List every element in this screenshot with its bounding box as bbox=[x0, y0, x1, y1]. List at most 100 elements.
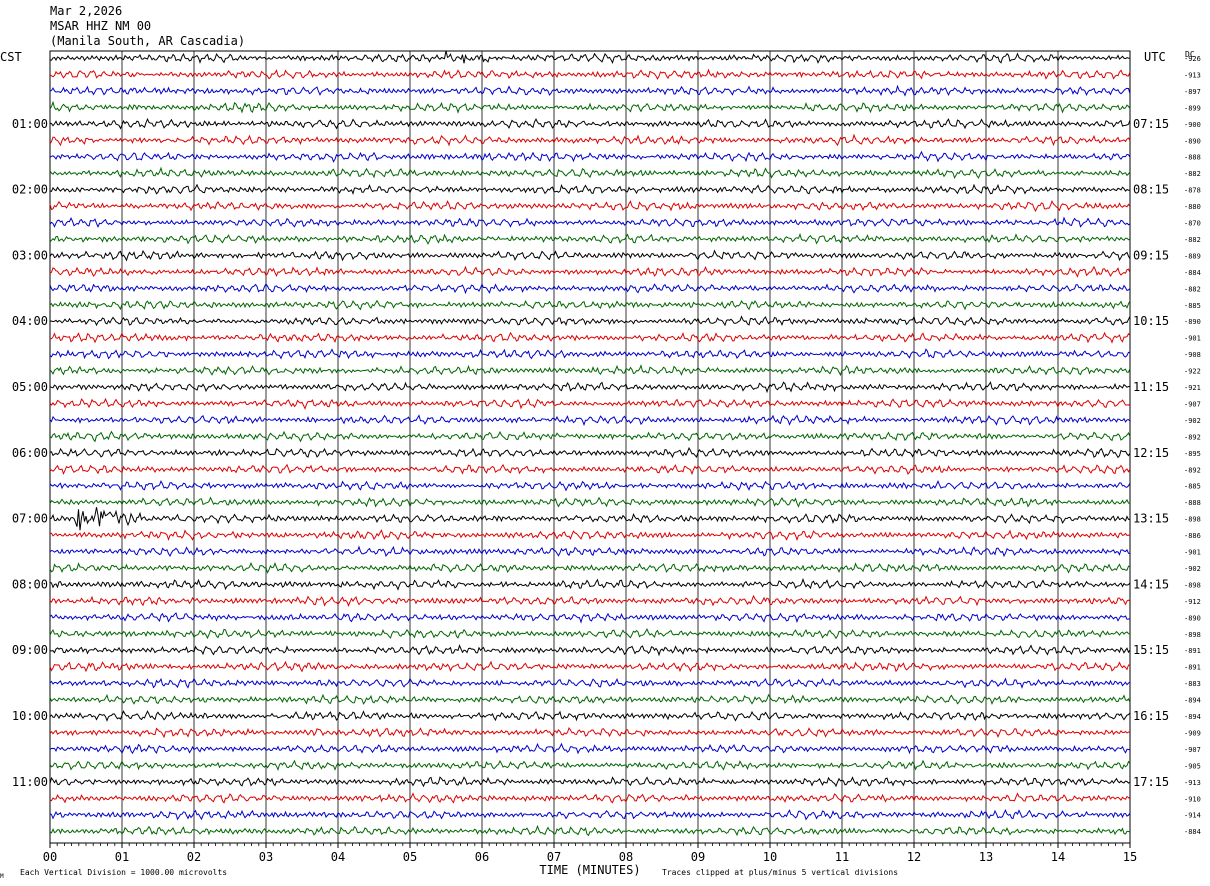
x-tick-label: 01 bbox=[115, 850, 129, 864]
clip-note: Traces clipped at plus/minus 5 vertical … bbox=[662, 868, 898, 877]
dc-offset-label: -921 bbox=[1184, 384, 1201, 392]
dc-offset-label: -892 bbox=[1184, 466, 1201, 474]
x-tick-label: 09 bbox=[691, 850, 705, 864]
plot-frame bbox=[49, 50, 1131, 844]
dc-offset-label: -880 bbox=[1184, 203, 1201, 211]
trace-line bbox=[49, 507, 1130, 531]
trace-line bbox=[49, 809, 1131, 821]
trace-line bbox=[49, 414, 1131, 427]
dc-offset-label: -899 bbox=[1184, 104, 1201, 112]
trace-line bbox=[49, 577, 1131, 591]
trace-line bbox=[49, 479, 1131, 492]
right-timezone-label: UTC bbox=[1144, 50, 1166, 64]
trace-line bbox=[49, 496, 1130, 508]
dc-offset-label: -907 bbox=[1184, 400, 1201, 408]
trace-line bbox=[49, 150, 1131, 163]
x-tick-label: 00 bbox=[43, 850, 57, 864]
x-tick-label: 02 bbox=[187, 850, 201, 864]
right-hour-label: 09:15 bbox=[1133, 248, 1169, 262]
right-hour-label: 14:15 bbox=[1133, 577, 1169, 591]
trace-line bbox=[49, 216, 1131, 228]
dc-offset-label: -890 bbox=[1184, 137, 1201, 145]
trace-line bbox=[49, 315, 1131, 327]
trace-line bbox=[49, 183, 1131, 196]
x-tick-label: 12 bbox=[907, 850, 921, 864]
dc-offset-label: -882 bbox=[1184, 236, 1201, 244]
dc-offset-label: -902 bbox=[1184, 565, 1201, 573]
trace-line bbox=[49, 561, 1131, 574]
x-tick-label: 15 bbox=[1123, 850, 1137, 864]
trace-line bbox=[49, 824, 1131, 837]
trace-line bbox=[49, 50, 1131, 65]
right-hour-label: 08:15 bbox=[1133, 183, 1169, 197]
dc-column-label: DC bbox=[1185, 50, 1195, 59]
dc-offset-label: -913 bbox=[1184, 779, 1201, 787]
location-label: (Manila South, AR Cascadia) bbox=[50, 34, 246, 48]
left-hour-label: 05:00 bbox=[12, 380, 48, 394]
trace-line bbox=[49, 299, 1131, 311]
left-hour-label: 02:00 bbox=[12, 183, 48, 197]
dc-offset-label: -909 bbox=[1184, 729, 1201, 737]
dc-offset-label: -900 bbox=[1184, 121, 1201, 129]
trace-line bbox=[49, 693, 1131, 706]
trace-line bbox=[49, 348, 1131, 360]
dc-offset-label: -907 bbox=[1184, 746, 1201, 754]
dc-offset-label: -890 bbox=[1184, 318, 1201, 326]
left-hour-label: 11:00 bbox=[12, 775, 48, 789]
dc-offset-label: -870 bbox=[1184, 220, 1201, 228]
dc-offset-label: -914 bbox=[1184, 812, 1201, 820]
trace-line bbox=[49, 742, 1131, 755]
dc-offset-label: -908 bbox=[1184, 351, 1201, 359]
trace-line bbox=[49, 644, 1131, 657]
x-tick-label: 14 bbox=[1051, 850, 1065, 864]
x-axis-title: TIME (MINUTES) bbox=[539, 863, 640, 877]
right-hour-label: 17:15 bbox=[1133, 775, 1169, 789]
dc-offset-label: -901 bbox=[1184, 335, 1201, 343]
dc-offset-label: -905 bbox=[1184, 762, 1201, 770]
right-hour-label: 13:15 bbox=[1133, 512, 1169, 526]
dc-offset-label: -885 bbox=[1184, 302, 1201, 310]
trace-line bbox=[49, 331, 1131, 344]
dc-offset-label: -885 bbox=[1184, 483, 1201, 491]
dc-offset-label: -886 bbox=[1184, 532, 1201, 540]
trace-line bbox=[49, 446, 1131, 459]
dc-offset-label: -898 bbox=[1184, 581, 1201, 589]
dc-offset-label: -888 bbox=[1184, 499, 1201, 507]
dc-offset-label: -898 bbox=[1184, 631, 1201, 639]
left-hour-label: 01:00 bbox=[12, 117, 48, 131]
trace-line bbox=[49, 529, 1131, 542]
x-tick-label: 06 bbox=[475, 850, 489, 864]
dc-offset-label: -884 bbox=[1184, 828, 1201, 836]
dc-offset-label: -883 bbox=[1184, 680, 1201, 688]
dc-offset-label: -878 bbox=[1184, 187, 1201, 195]
x-tick-label: 11 bbox=[835, 850, 849, 864]
right-hour-label: 15:15 bbox=[1133, 643, 1169, 657]
dc-offset-label: -912 bbox=[1184, 598, 1201, 606]
dc-offset-label: -898 bbox=[1184, 516, 1201, 524]
dc-offset-label: -902 bbox=[1184, 417, 1201, 425]
trace-line bbox=[49, 68, 1131, 80]
trace-line bbox=[49, 381, 1131, 394]
dc-offset-label: -897 bbox=[1184, 88, 1201, 96]
trace-line bbox=[49, 463, 1131, 476]
dc-offset-label: -901 bbox=[1184, 549, 1201, 557]
left-hour-label: 06:00 bbox=[12, 446, 48, 460]
right-hour-label: 16:15 bbox=[1133, 709, 1169, 723]
dc-offset-label: -892 bbox=[1184, 433, 1201, 441]
left-hour-label: 08:00 bbox=[12, 577, 48, 591]
dc-offset-label: -913 bbox=[1184, 71, 1201, 79]
dc-offset-label: -889 bbox=[1184, 252, 1201, 260]
right-hour-label: 10:15 bbox=[1133, 314, 1169, 328]
x-tick-label: 07 bbox=[547, 850, 561, 864]
dc-offset-label: -888 bbox=[1184, 154, 1201, 162]
dc-offset-label: -890 bbox=[1184, 614, 1201, 622]
left-hour-label: 04:00 bbox=[12, 314, 48, 328]
left-timezone-label: CST bbox=[0, 50, 22, 64]
trace-line bbox=[49, 232, 1131, 245]
station-label: MSAR HHZ NM 00 bbox=[50, 19, 152, 33]
trace-line bbox=[49, 249, 1131, 262]
trace-line bbox=[49, 430, 1131, 443]
right-hour-label: 11:15 bbox=[1133, 380, 1169, 394]
trace-line bbox=[49, 594, 1131, 607]
